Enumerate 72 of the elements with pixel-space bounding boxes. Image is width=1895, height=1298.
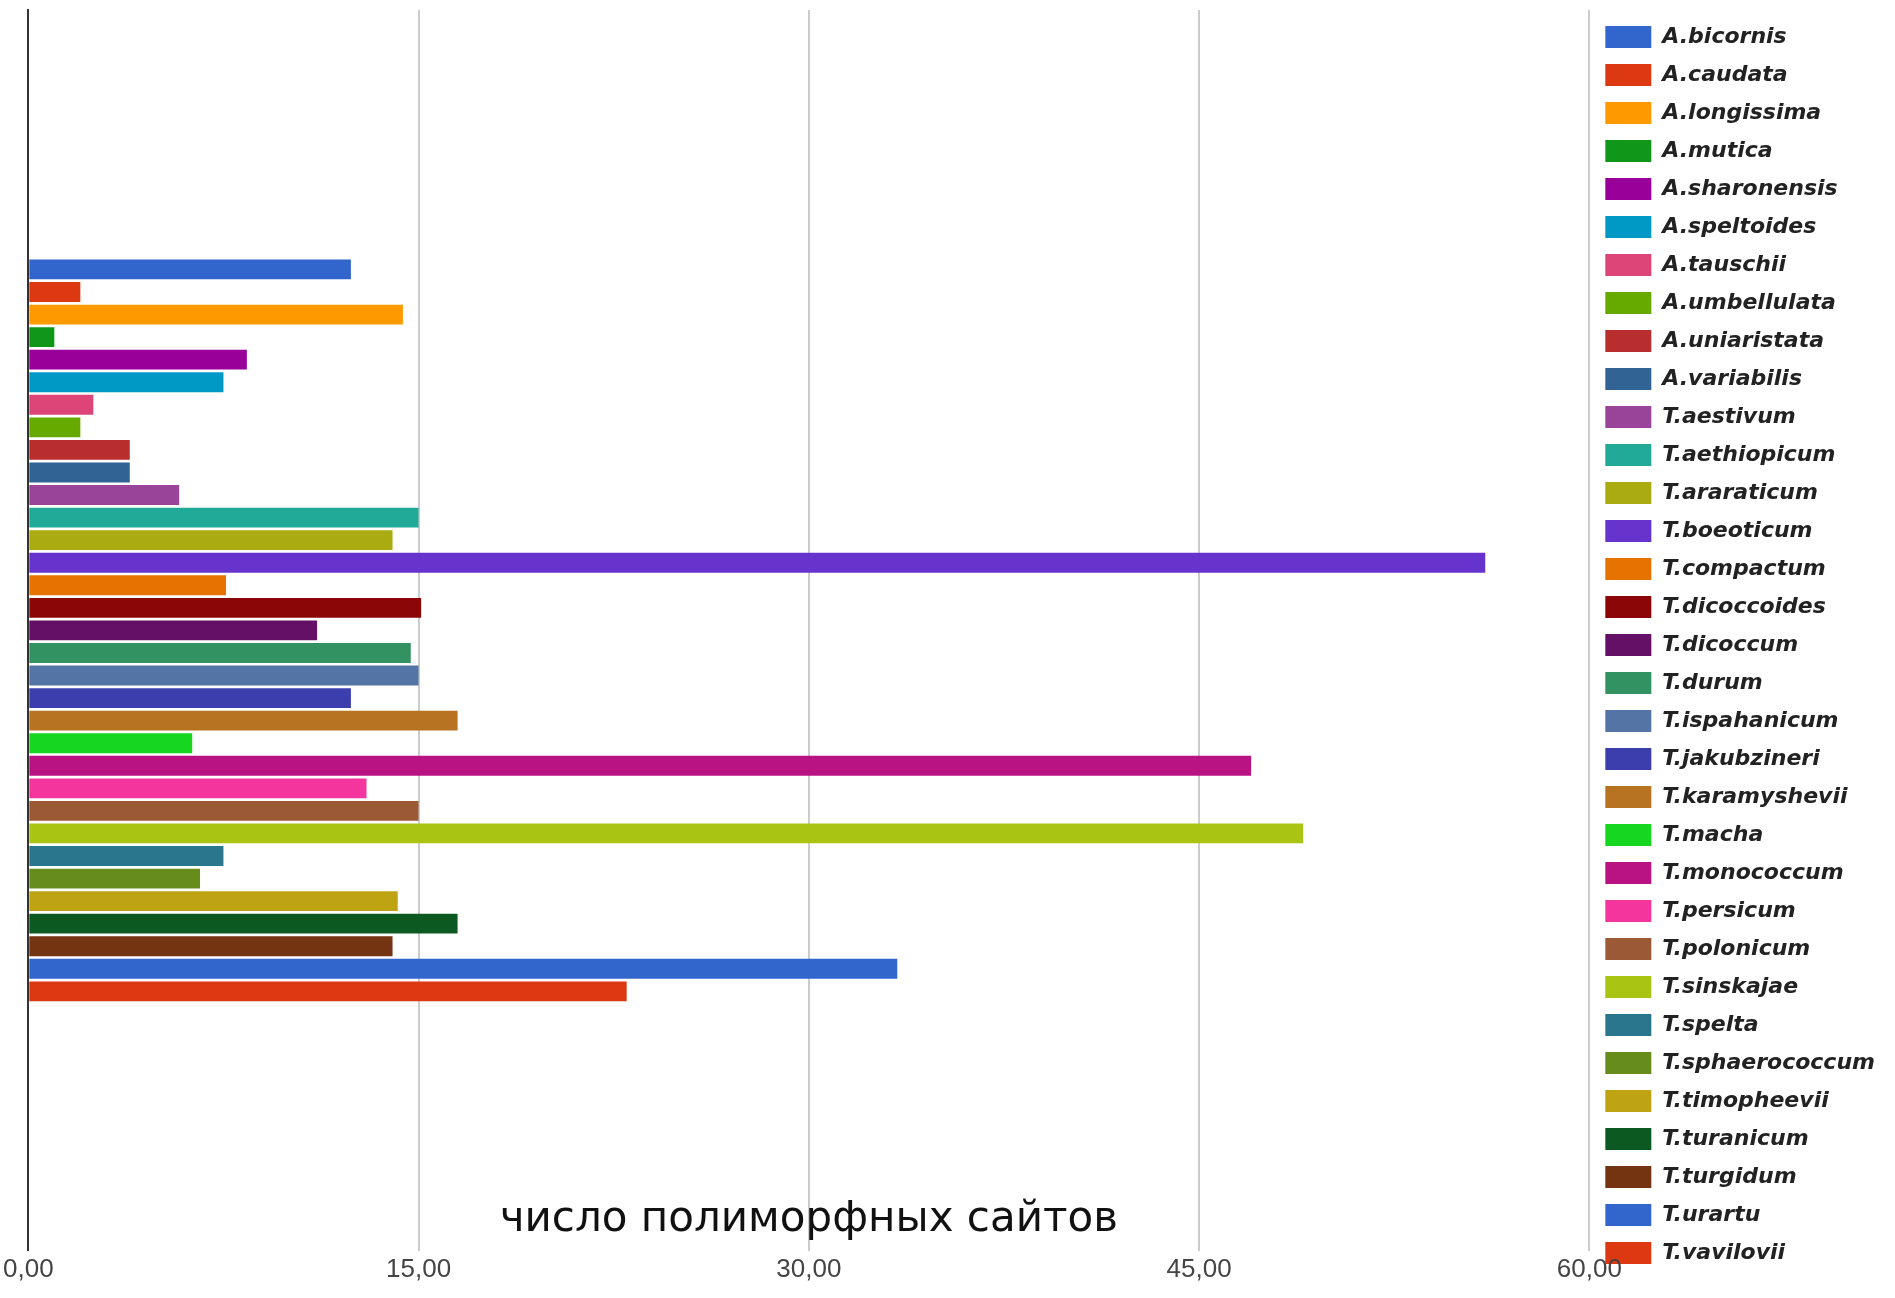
bar <box>29 958 898 979</box>
legend-label: A.variabilis <box>1660 364 1802 390</box>
legend-label: T.turanicum <box>1662 1124 1809 1150</box>
bar <box>29 891 398 912</box>
bar <box>29 981 627 1002</box>
legend-label: T.polonicum <box>1662 934 1811 960</box>
bar <box>29 417 81 438</box>
legend-label: A.mutica <box>1660 136 1773 162</box>
legend-label: T.urartu <box>1662 1200 1761 1226</box>
bar <box>29 597 422 618</box>
legend-label: T.persicum <box>1662 896 1796 922</box>
legend-label: T.macha <box>1662 820 1764 846</box>
bar <box>29 394 94 415</box>
legend-label: T.sinskajae <box>1662 972 1799 998</box>
bar <box>29 688 351 709</box>
legend-label: T.dicoccum <box>1662 630 1799 656</box>
bar <box>29 485 180 505</box>
legend-label: T.vavilovii <box>1662 1238 1786 1264</box>
bar <box>29 778 367 799</box>
legend-label: T.ispahanicum <box>1662 706 1839 732</box>
bar <box>29 823 1304 844</box>
legend-label: T.compactum <box>1662 554 1826 580</box>
legend-label: T.sphaerococcum <box>1662 1048 1875 1074</box>
legend-label: T.aethiopicum <box>1662 440 1836 466</box>
bar <box>29 913 458 934</box>
bar <box>29 507 419 528</box>
legend-label: A.umbellulata <box>1660 288 1836 314</box>
x-tick-label: 45,00 <box>1166 1252 1232 1283</box>
bar <box>29 349 247 370</box>
bar <box>29 327 55 348</box>
legend-label: T.turgidum <box>1662 1162 1797 1188</box>
legend-label: T.timopheevii <box>1662 1086 1830 1112</box>
bar <box>29 439 130 460</box>
bar <box>29 665 419 686</box>
bar <box>29 846 224 866</box>
legend-label: T.dicoccoides <box>1662 592 1826 618</box>
legend-label: A.sharonensis <box>1660 174 1838 200</box>
bar <box>29 304 403 325</box>
x-tick-label: 15,00 <box>386 1252 452 1283</box>
x-axis-title: число полиморфных сайтов <box>499 1191 1118 1241</box>
legend-label: A.bicornis <box>1660 22 1787 48</box>
bar <box>29 372 224 393</box>
bar <box>29 733 193 754</box>
legend-label: T.durum <box>1662 668 1763 694</box>
legend-label: A.uniaristata <box>1660 326 1825 352</box>
x-tick-label: 30,00 <box>776 1252 842 1283</box>
legend-label: T.jakubzineri <box>1662 744 1821 770</box>
bar <box>29 462 130 483</box>
bar <box>29 936 393 957</box>
legend-label: T.karamyshevii <box>1662 782 1848 808</box>
bar <box>29 800 419 821</box>
bar <box>29 620 318 641</box>
x-tick-label: 60,00 <box>1556 1252 1622 1283</box>
legend-label: T.araraticum <box>1662 478 1818 504</box>
bar <box>29 552 1486 573</box>
legend-label: T.boeoticum <box>1662 516 1813 542</box>
legend-label: T.monococcum <box>1662 858 1844 884</box>
x-tick-label: 0,00 <box>3 1252 54 1283</box>
bar <box>29 282 81 302</box>
bar <box>29 643 411 663</box>
bar <box>29 575 227 596</box>
legend-label: A.speltoides <box>1660 212 1817 238</box>
legend-label: A.tauschii <box>1660 250 1787 276</box>
bar <box>29 710 458 731</box>
legend-label: T.aestivum <box>1662 402 1796 428</box>
legend-label: T.spelta <box>1662 1010 1759 1036</box>
bar <box>29 259 351 280</box>
legend-label: A.longissima <box>1660 98 1822 124</box>
legend-label: A.caudata <box>1660 60 1788 86</box>
bar <box>29 755 1252 776</box>
bar <box>29 530 393 551</box>
bar <box>29 868 201 889</box>
